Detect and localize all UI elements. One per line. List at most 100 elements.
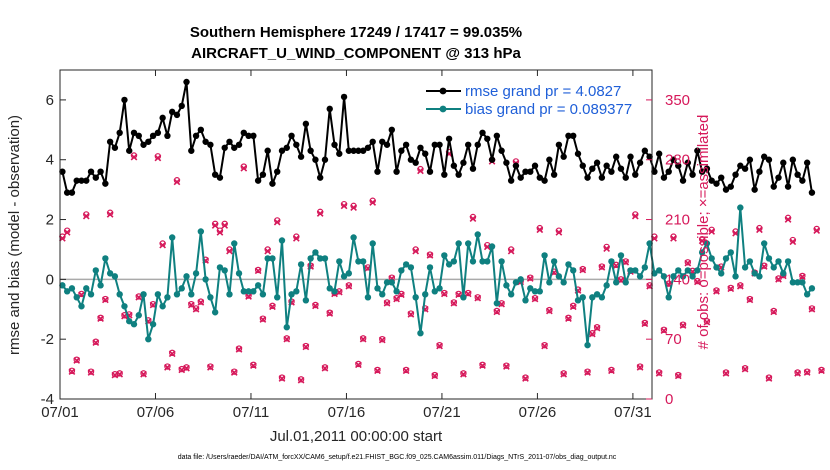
obs-possible-point	[278, 374, 286, 381]
rmse-point	[808, 189, 816, 196]
rmse-point	[665, 168, 672, 175]
rmse-point	[278, 147, 286, 154]
bias-point	[756, 273, 763, 280]
obs-assimilated-point	[646, 282, 653, 290]
bias-point	[68, 285, 76, 292]
rmse-point	[97, 168, 104, 175]
bias-point	[737, 204, 744, 211]
bias-point	[612, 279, 620, 286]
bias-point	[541, 252, 548, 259]
rmse-point	[369, 138, 376, 145]
rmse-point	[68, 189, 76, 196]
y-right-tick-label: 70	[665, 331, 682, 348]
obs-possible-point	[188, 300, 195, 308]
rmse-point	[221, 144, 228, 151]
bias-point	[760, 240, 768, 247]
obs-assimilated-point	[799, 273, 806, 281]
rmse-point	[336, 150, 343, 157]
obs-assimilated-point	[345, 282, 353, 290]
rmse-point	[660, 174, 668, 181]
bias-point	[741, 264, 749, 271]
bias-point	[154, 291, 162, 298]
bias-point	[722, 255, 730, 262]
bias-point	[531, 288, 539, 295]
obs-assimilated-point	[770, 308, 778, 316]
rmse-point	[140, 141, 147, 148]
obs-assimilated-point	[545, 307, 553, 315]
rmse-point	[527, 168, 534, 175]
legend-rmse-label: rmse grand pr = 4.0827	[465, 83, 621, 100]
y-right-tick-label: 210	[665, 212, 690, 229]
obs-assimilated-point	[130, 153, 138, 161]
rmse-point	[493, 132, 501, 139]
obs-assimilated-point	[565, 315, 572, 323]
bias-point	[402, 261, 410, 268]
bias-point	[316, 255, 324, 262]
bias-point	[794, 279, 801, 286]
bias-point	[784, 258, 792, 265]
obs-assimilated-point	[450, 299, 458, 307]
bias-point	[321, 255, 329, 262]
bias-series-layer	[59, 204, 816, 349]
bias-point	[302, 297, 310, 304]
obs-possible-point	[168, 349, 176, 357]
rmse-point	[655, 150, 663, 157]
obs-assimilated-point	[355, 361, 362, 369]
bias-point	[622, 279, 629, 286]
obs-assimilated-point	[235, 346, 243, 353]
rmse-point	[92, 174, 100, 181]
rmse-point	[388, 126, 396, 134]
rmse-point	[59, 168, 66, 175]
rmse-point	[464, 141, 472, 148]
obs-assimilated-point	[436, 342, 443, 350]
obs-assimilated-point	[164, 364, 171, 371]
obs-possible-point	[808, 305, 816, 312]
obs-possible-point	[259, 315, 267, 322]
rmse-point	[503, 159, 510, 166]
rmse-point	[293, 141, 300, 148]
obs-assimilated-point	[321, 364, 329, 372]
bias-point	[522, 297, 529, 304]
bias-point	[388, 279, 396, 286]
bias-point	[336, 258, 343, 265]
obs-assimilated-point	[760, 263, 768, 270]
rmse-point	[207, 141, 214, 148]
rmse-point	[789, 156, 797, 163]
obs-assimilated-point	[168, 350, 176, 358]
rmse-point	[102, 180, 109, 187]
obs-assimilated-point	[775, 275, 782, 283]
bias-point	[708, 255, 715, 262]
obs-assimilated-point	[340, 202, 348, 210]
obs-assimilated-point	[588, 330, 596, 338]
obs-possible-point	[383, 299, 391, 306]
obs-assimilated-point	[63, 228, 71, 236]
bias-point	[359, 258, 367, 265]
rmse-point	[407, 156, 415, 163]
bias-point	[145, 335, 152, 343]
bias-point	[207, 294, 214, 301]
rmse-point	[760, 153, 768, 160]
bias-point	[111, 273, 119, 280]
obs-assimilated-point	[106, 211, 114, 218]
rmse-point	[670, 156, 677, 163]
rmse-point	[231, 144, 238, 151]
bias-point	[689, 273, 696, 280]
obs-possible-point	[560, 370, 567, 377]
bias-point	[593, 291, 601, 298]
obs-assimilated-point	[507, 247, 515, 255]
bias-point	[178, 285, 185, 292]
obs-possible-point	[727, 284, 734, 292]
rmse-point	[632, 171, 639, 178]
obs-assimilated-point	[59, 234, 66, 242]
rmse-point	[312, 156, 319, 163]
rmse-point	[565, 132, 572, 139]
bias-point	[589, 294, 596, 301]
obs-possible-point	[464, 289, 472, 297]
rmse-point	[283, 144, 290, 151]
bias-point	[235, 270, 243, 277]
obs-possible-point	[679, 321, 687, 328]
bias-point	[412, 294, 419, 301]
obs-possible-point	[407, 310, 415, 317]
obs-possible-point	[326, 309, 333, 316]
rmse-point	[636, 159, 644, 166]
